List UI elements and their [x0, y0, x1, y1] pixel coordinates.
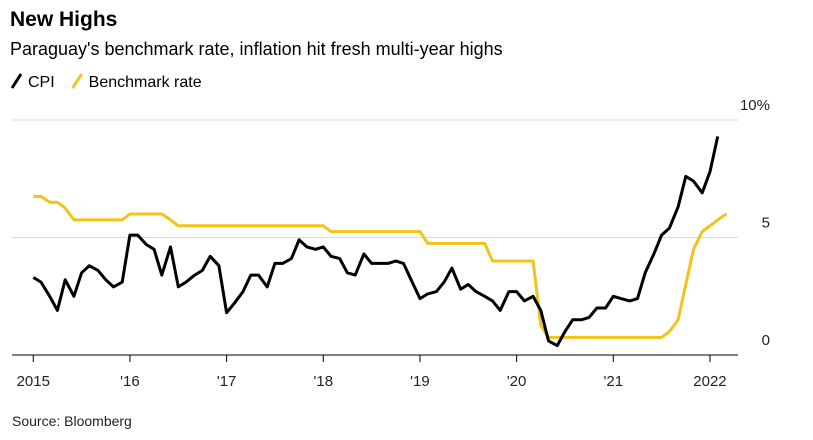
x-tick-label: 2022: [693, 373, 726, 390]
series-line: [33, 194, 728, 339]
legend-label: CPI: [28, 74, 55, 91]
chart-title: New Highs: [10, 8, 117, 31]
x-tick-label: '19: [410, 373, 430, 390]
legend-swatch: [71, 73, 83, 89]
source-note: Source: Bloomberg: [12, 413, 132, 429]
x-tick-label: '18: [313, 373, 333, 390]
x-tick-label: '21: [604, 373, 624, 390]
x-tick-label: '16: [120, 373, 140, 390]
y-tick-label: 0: [762, 332, 770, 349]
y-tick-label: 5: [762, 215, 770, 232]
series-line: [32, 136, 720, 348]
chart-subtitle: Paraguay's benchmark rate, inflation hit…: [10, 39, 503, 59]
legend-swatch: [10, 73, 23, 89]
x-tick-label: '20: [507, 373, 527, 390]
x-tick-label: 2015: [17, 373, 50, 390]
y-tick-label: 10%: [740, 97, 770, 114]
legend-label: Benchmark rate: [89, 74, 202, 91]
x-tick-label: '17: [217, 373, 237, 390]
